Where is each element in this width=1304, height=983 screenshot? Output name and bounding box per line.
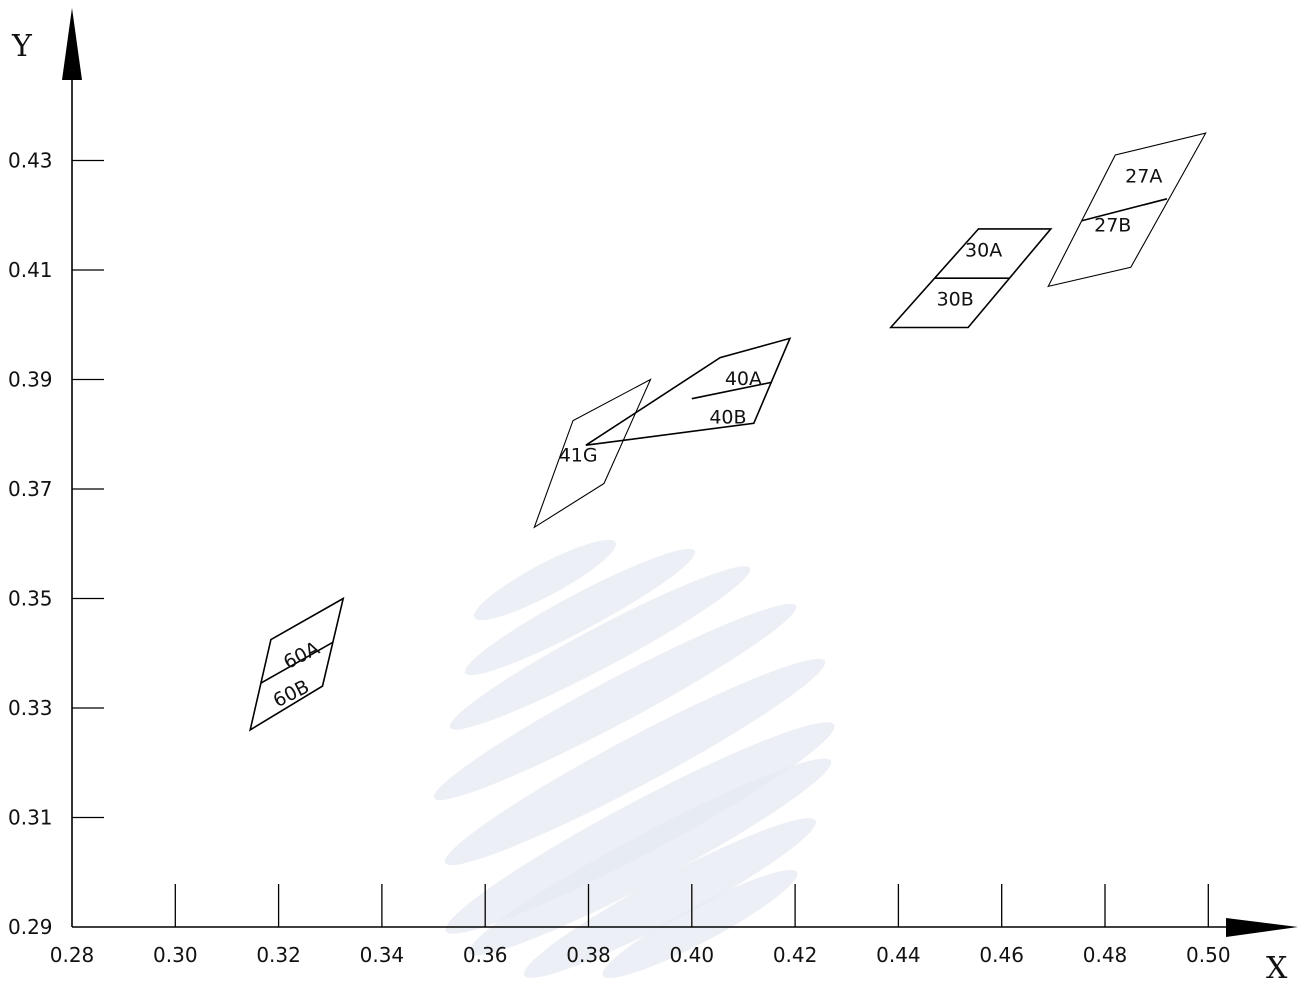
x-tick-label: 0.48 [1083, 943, 1128, 967]
region-27: 27A 27B [1047, 132, 1207, 288]
x-tick-label: 0.28 [50, 943, 95, 967]
x-tick-label: 0.40 [670, 943, 715, 967]
region-label-a: 40A [725, 368, 762, 390]
x-tick-label: 0.38 [566, 943, 611, 967]
region-outline [888, 228, 1053, 329]
x-tick-label: 0.50 [1186, 943, 1231, 967]
watermark-stripe [449, 566, 751, 730]
region-divider [260, 641, 334, 685]
region-outline [1047, 132, 1207, 288]
watermark-stripe [602, 869, 798, 979]
region-outline [533, 378, 652, 529]
region-outline [585, 337, 792, 446]
region-label-b: 30B [937, 289, 974, 311]
watermark-stripe [464, 548, 696, 676]
watermark-stripe [433, 603, 797, 801]
y-tick-label: 0.33 [8, 696, 53, 720]
region-41g: 41G [533, 378, 652, 529]
y-tick-label: 0.35 [8, 587, 53, 611]
y-tick-label: 0.41 [8, 258, 53, 282]
region-label-a: 30A [965, 239, 1002, 261]
y-tick-label: 0.37 [8, 477, 53, 501]
y-axis-arrow [62, 8, 82, 80]
x-tick-label: 0.42 [773, 943, 818, 967]
watermark-globe [433, 539, 835, 979]
watermark-stripe [445, 722, 835, 934]
watermark-stripe [523, 818, 817, 978]
y-tick-label: 0.43 [8, 149, 53, 173]
y-tick-label: 0.29 [8, 915, 53, 939]
region-label-b: 27B [1094, 215, 1131, 237]
watermark-stripe [444, 658, 826, 866]
region-outline [248, 596, 345, 732]
y-tick-label: 0.39 [8, 368, 53, 392]
x-axis-arrow [1226, 918, 1298, 937]
x-tick-label: 0.32 [256, 943, 301, 967]
region-label-a: 27A [1125, 165, 1162, 187]
x-tick-label: 0.46 [979, 943, 1024, 967]
region-label-b: 60B [270, 676, 313, 712]
region-label-b: 40B [709, 406, 746, 428]
x-tick-label: 0.44 [876, 943, 921, 967]
y-tick-label: 0.31 [8, 806, 53, 830]
axes: Y X 0.28 0.30 0.32 0.34 0.36 0.38 0.40 0.42 0.44 0.… [8, 8, 1298, 983]
region-label-a: 60A [280, 637, 323, 673]
y-axis-title: Y [11, 29, 33, 64]
region-divider [691, 381, 773, 400]
x-tick-label: 0.34 [360, 943, 405, 967]
watermark-stripe [473, 539, 617, 621]
region-30: 30A 30B [888, 228, 1053, 329]
region-divider [1081, 198, 1168, 222]
x-tick-label: 0.36 [463, 943, 508, 967]
x-axis-title: X [1266, 951, 1288, 983]
region-label: 41G [559, 445, 598, 467]
x-tick-label: 0.30 [153, 943, 198, 967]
watermark-stripe [468, 758, 832, 956]
region-40: 40A 40B [585, 337, 792, 446]
